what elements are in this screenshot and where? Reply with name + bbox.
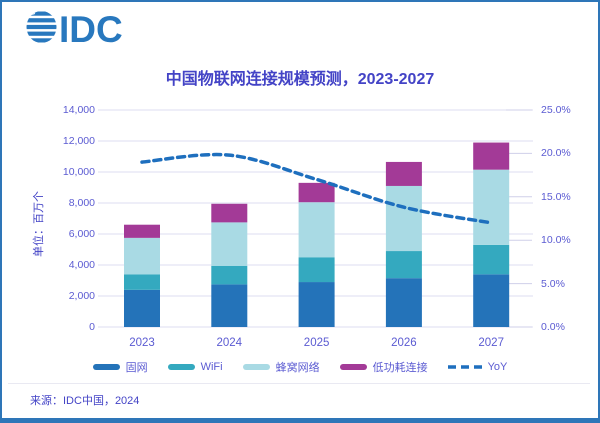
legend-swatch-icon [242,364,270,370]
source-note: 来源：IDC中国，2024 [30,395,140,407]
y-axis-tick-label: 4,000 [68,259,95,271]
idc-logo-text: IDC [59,8,123,50]
chart-title: 中国物联网连接规模预测，2023-2027 [165,71,435,88]
footer-divider [8,383,590,384]
bar-segment-1-WiFi [211,265,248,285]
legend-label: YoY [487,361,508,373]
bar-segment-3-低功耗连接 [385,161,422,186]
legend-label: WiFi [200,361,223,373]
y-axis-tick-label: 10,000 [62,166,95,178]
y-axis-tick-label: 8,000 [68,197,95,209]
legend: 固网 WiFi 蜂窝网络 低功耗连接 YoY [2,359,598,375]
bar-segment-4-WiFi [473,244,510,275]
y-axis-tick-label: 12,000 [62,135,95,147]
y-axis-tick-label: 14,000 [62,104,95,116]
yoy-dash-icon [447,365,482,369]
legend-label: 蜂窝网络 [275,362,320,374]
legend-label: 低功耗连接 [372,362,428,374]
bar-segment-0-WiFi [124,274,160,290]
legend-item-WiFi: WiFi [167,361,223,373]
legend-swatch-icon [92,364,120,370]
legend-label: 固网 [125,362,148,374]
right-axis-tick-label: 25.0% [541,104,571,116]
yoy-line [140,152,493,225]
bar-segment-0-低功耗连接 [124,224,160,238]
bar-segment-0-蜂窝网络 [124,237,160,275]
legend-swatch-icon [167,364,195,370]
x-axis-label-2025: 2025 [303,337,330,349]
bar-segment-0-固网 [124,289,160,327]
bar-segment-2-WiFi [298,257,335,283]
legend-item-蜂窝网络: 蜂窝网络 [242,359,320,375]
y-axis-tick-label: 0 [89,321,95,333]
bar-segment-2-低功耗连接 [298,182,335,203]
x-axis-label-2024: 2024 [216,337,243,349]
bar-segment-1-固网 [211,284,248,327]
right-axis-tick-label: 15.0% [541,190,571,203]
legend-item-yoy: YoY [447,361,508,373]
bar-segment-3-WiFi [385,251,422,279]
bar-segment-1-低功耗连接 [211,203,248,223]
bar-segment-2-蜂窝网络 [298,202,335,258]
bar-segment-3-固网 [385,278,422,327]
y-axis-tick-label: 6,000 [68,228,95,240]
legend-swatch-icon [339,364,367,370]
bar-segment-2-固网 [298,282,335,327]
bar-segment-1-蜂窝网络 [211,222,248,266]
legend-item-固网: 固网 [92,359,148,375]
x-axis-label-2027: 2027 [478,337,504,349]
right-axis-tick-label: 5.0% [541,277,565,290]
idc-logo: IDC [26,10,123,49]
legend-item-低功耗连接: 低功耗连接 [339,359,428,375]
bar-segment-4-低功耗连接 [473,142,510,170]
idc-globe-icon [26,10,57,49]
bar-segment-4-固网 [473,274,510,327]
bar-segment-3-蜂窝网络 [385,185,422,252]
bar-segment-4-蜂窝网络 [473,169,510,245]
x-axis-label-2026: 2026 [391,337,417,349]
x-axis-label-2023: 2023 [129,337,155,349]
right-axis-tick-label: 0.0% [541,321,565,333]
right-axis-tick-label: 10.0% [541,234,571,247]
right-axis-tick-label: 20.0% [541,147,571,160]
y-axis-tick-label: 2,000 [68,290,95,302]
